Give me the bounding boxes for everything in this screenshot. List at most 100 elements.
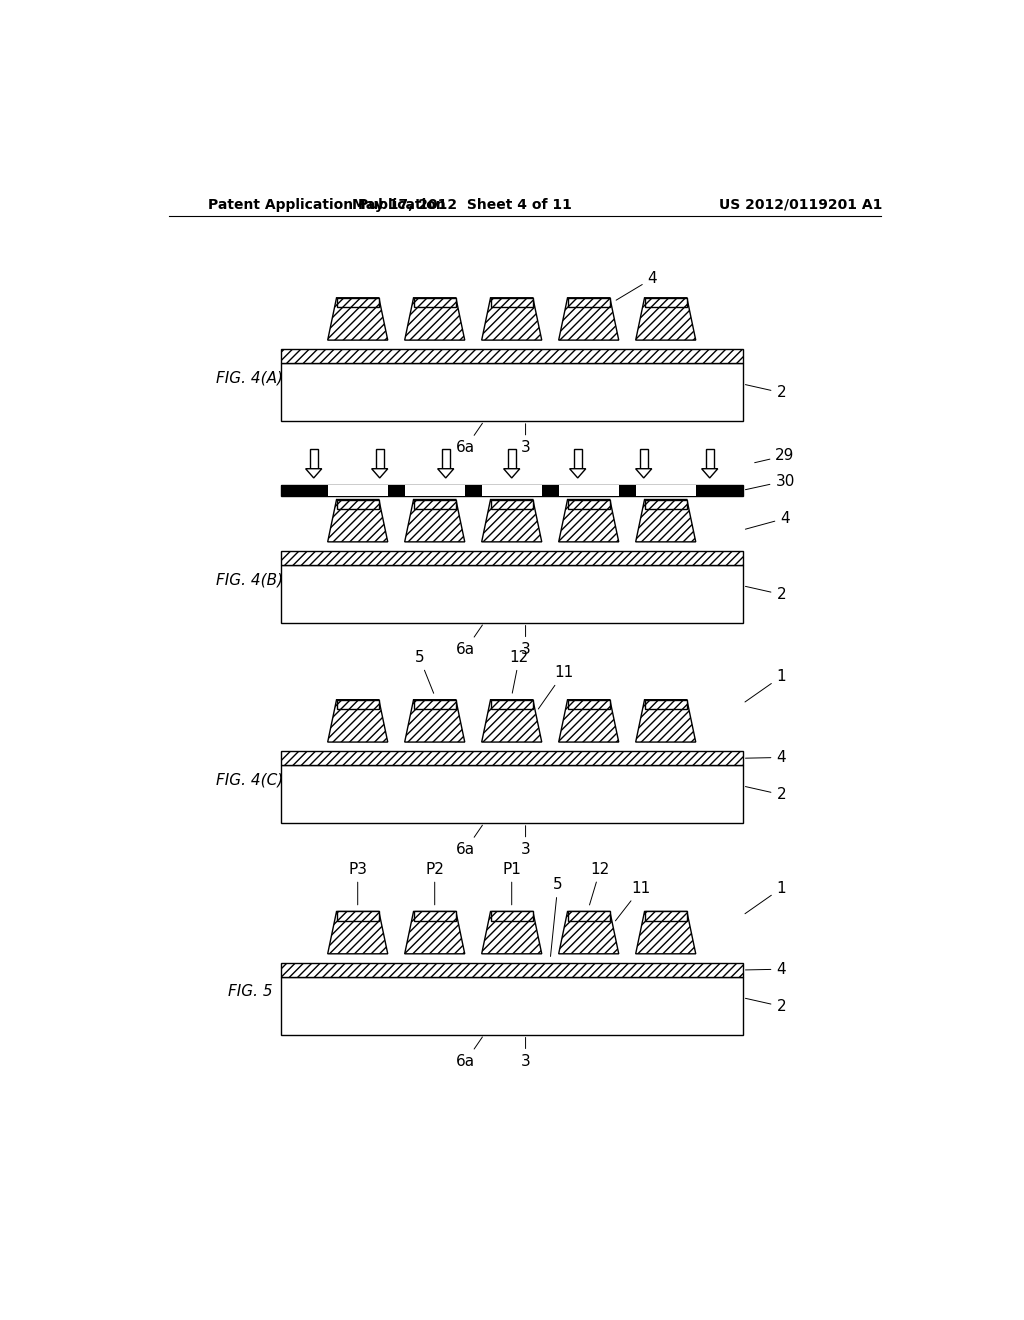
Text: Patent Application Publication: Patent Application Publication (208, 198, 445, 211)
Bar (388, 484, 404, 496)
Polygon shape (437, 469, 454, 478)
Text: 29: 29 (755, 447, 795, 463)
Bar (414, 700, 456, 709)
Text: 2: 2 (745, 586, 786, 602)
Bar (567, 700, 610, 709)
Text: P3: P3 (348, 862, 368, 904)
Bar (644, 911, 687, 921)
Text: 6a: 6a (456, 424, 482, 455)
Text: 2: 2 (745, 787, 786, 803)
Text: FIG. 4(B): FIG. 4(B) (216, 573, 284, 587)
Text: 6a: 6a (456, 825, 482, 858)
Polygon shape (481, 499, 542, 543)
Polygon shape (404, 298, 465, 341)
Bar (281, 751, 742, 766)
Polygon shape (636, 911, 695, 954)
Bar (640, 449, 647, 469)
Bar (328, 484, 388, 496)
Polygon shape (328, 298, 388, 341)
Bar (281, 484, 328, 496)
Bar (559, 484, 618, 496)
Polygon shape (404, 700, 465, 742)
Polygon shape (504, 469, 520, 478)
Bar (337, 911, 379, 921)
Bar (337, 499, 379, 508)
Bar (414, 298, 456, 308)
Polygon shape (559, 911, 618, 954)
Polygon shape (701, 469, 718, 478)
Text: 4: 4 (616, 271, 657, 300)
Bar (567, 911, 610, 921)
Bar (414, 499, 456, 508)
Text: FIG. 4(C): FIG. 4(C) (216, 772, 284, 788)
Bar (281, 552, 742, 565)
Bar (481, 484, 542, 496)
Polygon shape (328, 911, 388, 954)
Polygon shape (404, 499, 465, 543)
Text: 6a: 6a (456, 1038, 482, 1069)
Bar (404, 484, 465, 496)
Bar (337, 700, 379, 709)
Bar (281, 484, 742, 496)
Polygon shape (636, 469, 652, 478)
Bar (508, 449, 515, 469)
Bar (337, 298, 379, 308)
Bar (490, 499, 532, 508)
Text: 3: 3 (520, 1038, 530, 1069)
Text: May 17, 2012  Sheet 4 of 11: May 17, 2012 Sheet 4 of 11 (351, 198, 571, 211)
Text: 4: 4 (745, 511, 790, 529)
Polygon shape (559, 298, 618, 341)
Text: P1: P1 (503, 862, 521, 904)
Bar (281, 964, 742, 977)
Bar (281, 363, 742, 421)
Polygon shape (404, 911, 465, 954)
Bar (310, 449, 317, 469)
Polygon shape (636, 499, 695, 543)
Text: FIG. 4(A): FIG. 4(A) (216, 371, 284, 385)
Bar (376, 449, 384, 469)
Text: 3: 3 (520, 826, 530, 858)
Text: 5: 5 (551, 876, 563, 957)
Bar (644, 700, 687, 709)
Text: 30: 30 (745, 474, 795, 490)
Polygon shape (328, 700, 388, 742)
Bar (706, 449, 714, 469)
Text: 12: 12 (590, 862, 610, 906)
Text: 2: 2 (745, 384, 786, 400)
Text: 11: 11 (539, 665, 573, 709)
Bar (573, 449, 582, 469)
Text: 2: 2 (745, 998, 786, 1014)
Bar (414, 911, 456, 921)
Polygon shape (559, 499, 618, 543)
Polygon shape (559, 700, 618, 742)
Text: 6a: 6a (456, 624, 482, 657)
Text: P2: P2 (425, 862, 444, 904)
Polygon shape (481, 700, 542, 742)
Text: FIG. 5: FIG. 5 (227, 985, 272, 999)
Bar (442, 449, 450, 469)
Text: 1: 1 (745, 880, 786, 913)
Bar (281, 766, 742, 822)
Bar (636, 484, 695, 496)
Text: 4: 4 (745, 962, 786, 977)
Bar (567, 499, 610, 508)
Text: 5: 5 (415, 649, 434, 693)
Bar (542, 484, 559, 496)
Bar (465, 484, 481, 496)
Text: 1: 1 (745, 669, 786, 702)
Text: US 2012/0119201 A1: US 2012/0119201 A1 (719, 198, 882, 211)
Bar (281, 565, 742, 623)
Polygon shape (636, 298, 695, 341)
Polygon shape (569, 469, 586, 478)
Polygon shape (328, 499, 388, 543)
Polygon shape (372, 469, 388, 478)
Polygon shape (481, 298, 542, 341)
Bar (644, 298, 687, 308)
Text: 12: 12 (510, 649, 529, 693)
Polygon shape (305, 469, 322, 478)
Text: 4: 4 (745, 750, 786, 766)
Bar (490, 911, 532, 921)
Bar (490, 298, 532, 308)
Bar (490, 700, 532, 709)
Bar (644, 499, 687, 508)
